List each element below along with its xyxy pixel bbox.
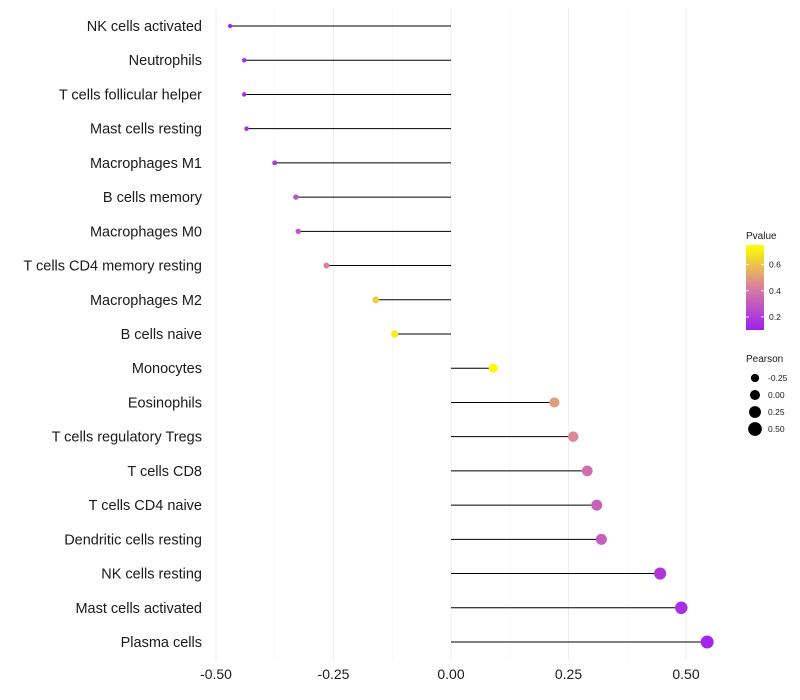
- category-label: NK cells resting: [101, 567, 202, 583]
- category-label: T cells follicular helper: [59, 87, 202, 103]
- category-label: Dendritic cells resting: [64, 532, 202, 548]
- category-label: Neutrophils: [129, 53, 202, 69]
- lollipop-point: [675, 601, 688, 615]
- lollipop-point: [567, 431, 579, 442]
- category-labels: NK cells activated Neutrophils T cells fol…: [23, 19, 202, 651]
- pvalue-colorbar: [746, 245, 764, 330]
- lollipop-stems: [230, 25, 708, 643]
- lollipop-point: [272, 160, 278, 166]
- size-legend-label: 0.25: [768, 407, 785, 417]
- lollipop-point: [244, 126, 249, 131]
- colorbar-tick-label: 0.2: [769, 312, 781, 322]
- size-legend-dot: [750, 373, 760, 383]
- category-label: T cells CD8: [127, 464, 202, 480]
- colorbar-tick-label: 0.4: [769, 286, 781, 296]
- x-tick-label: -0.25: [318, 666, 350, 682]
- category-label: Mast cells activated: [75, 601, 202, 617]
- pearson-legend-title: Pearson: [746, 354, 783, 365]
- lollipop-point: [241, 57, 247, 63]
- size-legend-label: 0.00: [768, 390, 785, 400]
- category-label: T cells CD4 memory resting: [23, 259, 202, 275]
- lollipop-point: [654, 567, 667, 580]
- category-label: NK cells activated: [87, 19, 202, 35]
- category-label: Mast cells resting: [90, 122, 202, 138]
- lollipop-point: [372, 296, 380, 304]
- size-legend-dot: [748, 422, 762, 436]
- category-label: Macrophages M1: [90, 156, 202, 172]
- lollipop-points: [227, 23, 714, 649]
- lollipop-point: [390, 330, 399, 338]
- lollipop-point: [488, 363, 498, 373]
- pvalue-legend: Pvalue 0.2 0.4 0.6: [746, 231, 781, 330]
- size-legend-label: -0.25: [768, 373, 788, 383]
- lollipop-point: [293, 194, 299, 200]
- lollipop-point: [323, 262, 330, 269]
- lollipop-point: [581, 465, 593, 477]
- lollipop-point: [700, 635, 714, 649]
- colorbar-tick-label: 0.6: [769, 260, 781, 270]
- lollipop-point: [241, 92, 247, 97]
- x-tick-label: 0.00: [437, 666, 464, 682]
- category-label: Macrophages M2: [90, 293, 202, 309]
- pvalue-legend-title: Pvalue: [746, 231, 777, 242]
- x-tick-label: 0.25: [555, 666, 582, 682]
- lollipop-point: [295, 228, 301, 235]
- lollipop-point: [591, 499, 603, 511]
- size-legend-dot: [749, 406, 761, 418]
- lollipop-point: [595, 533, 607, 545]
- x-axis-tick-labels: -0.50 -0.25 0.00 0.25 0.50: [200, 666, 700, 682]
- category-label: Plasma cells: [121, 635, 202, 651]
- pearson-legend: Pearson -0.25 0.00 0.25 0.50: [746, 354, 788, 436]
- x-tick-label: -0.50: [200, 666, 232, 682]
- lollipop-point: [227, 23, 233, 29]
- grid-lines: [215, 8, 687, 660]
- category-label: B cells memory: [103, 190, 203, 206]
- size-legend-label: 0.50: [768, 424, 785, 434]
- size-legend-dot: [749, 389, 761, 401]
- category-label: Macrophages M0: [90, 224, 202, 240]
- category-label: T cells CD4 naive: [89, 498, 202, 514]
- category-label: Monocytes: [132, 361, 202, 377]
- x-tick-label: 0.50: [672, 666, 699, 682]
- category-label: Eosinophils: [128, 395, 202, 411]
- category-label: B cells naive: [121, 327, 202, 343]
- lollipop-point: [549, 397, 560, 408]
- category-label: T cells regulatory Tregs: [52, 430, 202, 446]
